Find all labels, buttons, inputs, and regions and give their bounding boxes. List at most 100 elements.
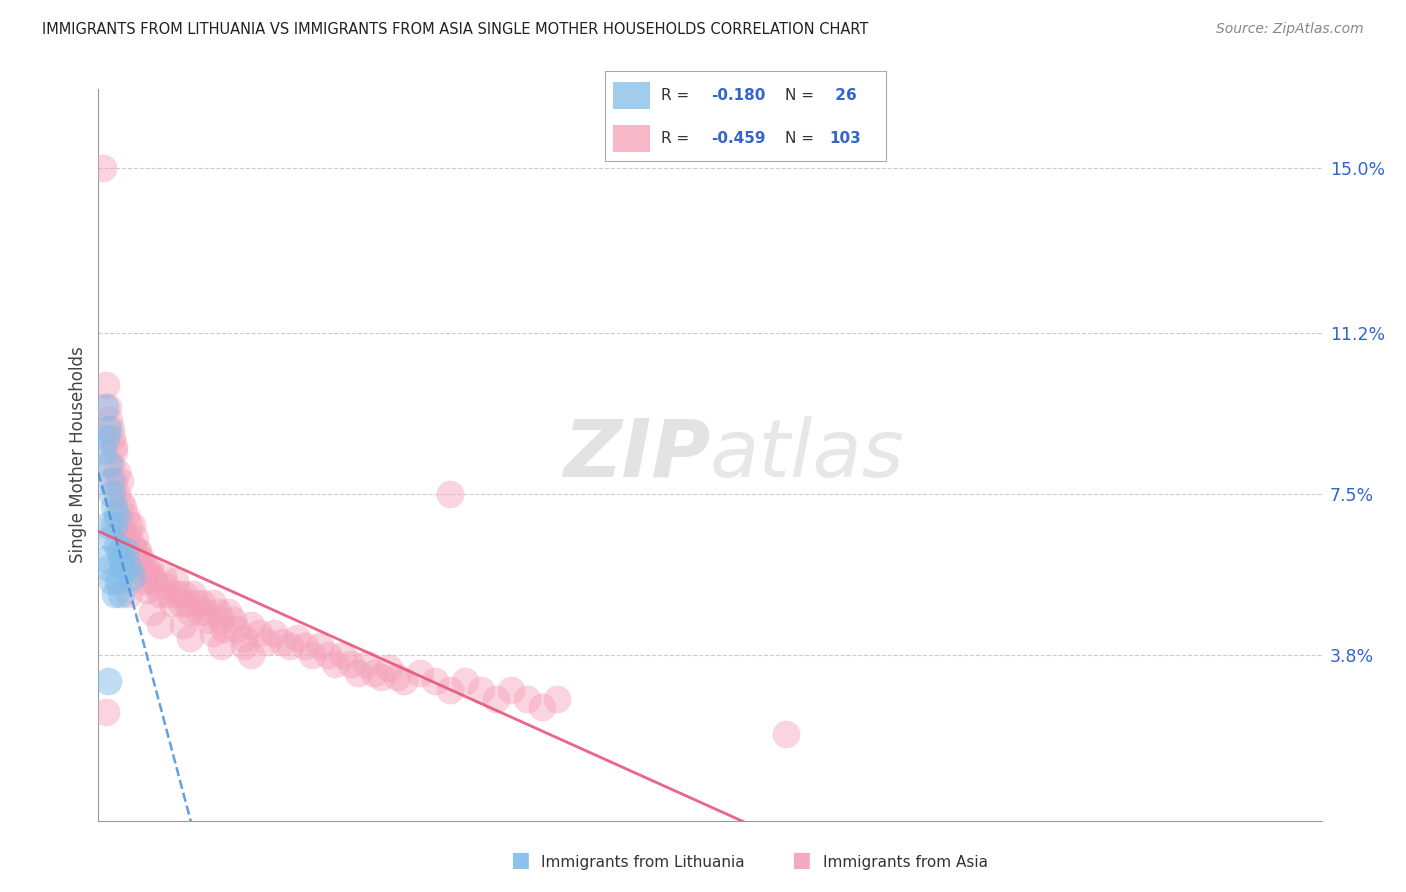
Point (134, 561, 156, 575)
Point (179, 605, 201, 619)
Point (370, 670, 392, 684)
Point (103, 439, 125, 453)
FancyBboxPatch shape (613, 125, 650, 152)
Point (530, 700, 553, 714)
Point (115, 543, 138, 558)
Point (423, 674, 446, 689)
Point (392, 674, 416, 689)
Point (97, 422, 120, 436)
Point (339, 657, 361, 671)
Text: IMMIGRANTS FROM LITHUANIA VS IMMIGRANTS FROM ASIA SINGLE MOTHER HOUSEHOLDS CORRE: IMMIGRANTS FROM LITHUANIA VS IMMIGRANTS … (42, 22, 869, 37)
Point (149, 587, 172, 601)
Point (546, 691, 568, 706)
Point (354, 657, 377, 671)
Text: ■: ■ (792, 850, 811, 870)
Point (94, 705, 117, 719)
Text: ■: ■ (510, 850, 530, 870)
Text: 103: 103 (830, 131, 862, 145)
Point (378, 661, 401, 675)
Point (98, 457, 121, 471)
Point (347, 665, 370, 680)
Point (97, 674, 120, 689)
Text: -0.180: -0.180 (711, 88, 766, 103)
Point (385, 670, 408, 684)
Point (225, 622, 247, 636)
Point (100, 422, 122, 436)
Point (98, 413, 121, 427)
Point (103, 443, 125, 458)
Point (209, 613, 232, 627)
Point (101, 430, 124, 444)
Text: Source: ZipAtlas.com: Source: ZipAtlas.com (1216, 22, 1364, 37)
Point (100, 531, 122, 545)
Point (124, 531, 146, 545)
Point (108, 474, 131, 488)
Text: Immigrants from Asia: Immigrants from Asia (823, 855, 987, 870)
Point (160, 596, 183, 610)
Point (127, 543, 149, 558)
Point (176, 596, 198, 610)
Point (101, 487, 124, 501)
Point (152, 570, 174, 584)
Point (202, 596, 225, 610)
Point (194, 605, 217, 619)
Point (202, 626, 225, 640)
Point (94, 378, 117, 392)
Point (181, 587, 204, 601)
Point (94, 430, 117, 444)
Point (145, 578, 167, 592)
Point (141, 605, 163, 619)
Point (101, 574, 124, 589)
Point (118, 517, 141, 532)
Point (93, 400, 115, 414)
Point (110, 517, 132, 532)
Point (134, 574, 156, 589)
Point (105, 487, 128, 501)
Point (104, 587, 127, 601)
Point (256, 635, 278, 649)
Y-axis label: Single Mother Households: Single Mother Households (69, 347, 87, 563)
Point (100, 474, 122, 488)
Text: ZIP: ZIP (562, 416, 710, 494)
Point (129, 552, 152, 566)
Point (125, 552, 148, 566)
Point (172, 617, 194, 632)
Point (97, 517, 120, 532)
Text: R =: R = (661, 88, 695, 103)
Point (309, 640, 332, 654)
Point (121, 539, 143, 553)
Point (115, 508, 138, 523)
Point (240, 617, 263, 632)
Point (91, 161, 114, 175)
Text: N =: N = (785, 88, 818, 103)
Point (775, 726, 797, 740)
Point (103, 474, 125, 488)
Point (103, 500, 125, 515)
Point (121, 517, 143, 532)
Point (301, 648, 323, 663)
Point (263, 626, 285, 640)
Point (118, 531, 141, 545)
Point (217, 605, 239, 619)
Point (105, 539, 128, 553)
Point (111, 500, 134, 515)
Point (110, 552, 132, 566)
Point (110, 587, 132, 601)
Point (97, 400, 120, 414)
Point (285, 631, 308, 645)
Text: 26: 26 (830, 88, 856, 103)
Point (247, 626, 270, 640)
Point (108, 543, 131, 558)
Point (179, 631, 201, 645)
Point (294, 640, 316, 654)
Point (129, 566, 152, 580)
Point (186, 596, 208, 610)
Point (121, 570, 143, 584)
Point (155, 578, 177, 592)
Point (332, 648, 354, 663)
Point (163, 574, 186, 589)
Point (207, 605, 229, 619)
Point (209, 640, 232, 654)
Point (167, 587, 190, 601)
Text: atlas: atlas (710, 416, 905, 494)
